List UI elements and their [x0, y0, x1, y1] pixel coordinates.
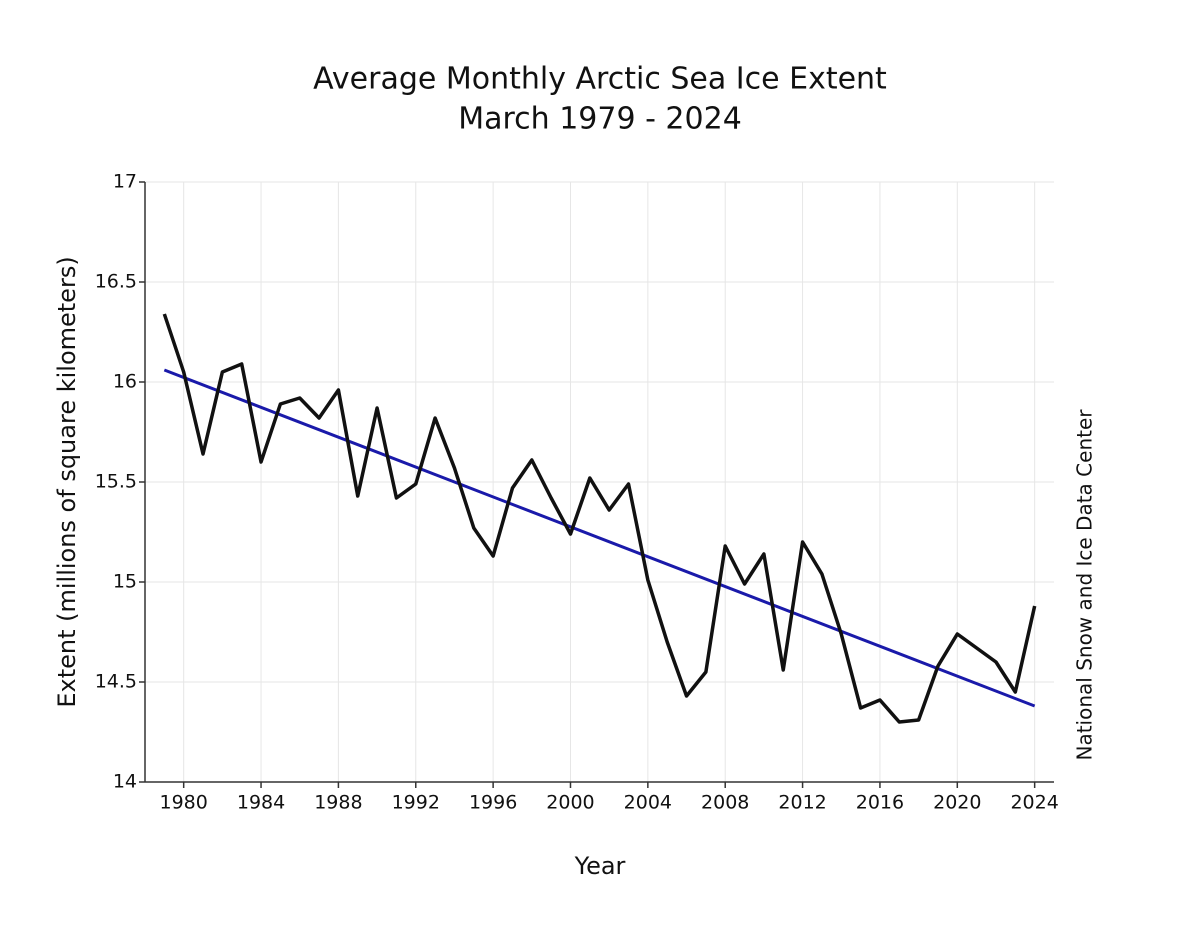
- y-tick-label: 14: [113, 771, 137, 793]
- x-tick-label: 2020: [933, 792, 981, 814]
- x-tick-label: 2012: [778, 792, 826, 814]
- y-tick-label: 15.5: [95, 471, 137, 493]
- x-tick-label: 1988: [314, 792, 362, 814]
- data-line: [162, 313, 1037, 724]
- y-tick-label: 14.5: [95, 671, 137, 693]
- y-tick-label: 17: [113, 171, 137, 193]
- trend-line: [163, 368, 1036, 708]
- x-tick-label: 2000: [546, 792, 594, 814]
- x-tick-label: 2024: [1010, 792, 1058, 814]
- x-tick-label: 1992: [392, 792, 440, 814]
- source-note: National Snow and Ice Data Center: [1073, 409, 1097, 761]
- y-axis-label: Extent (millions of square kilometers): [53, 256, 81, 707]
- y-tick-label: 16: [113, 371, 137, 393]
- x-tick-label: 2008: [701, 792, 749, 814]
- x-tick-label: 1996: [469, 792, 517, 814]
- x-tick-label: 2004: [624, 792, 672, 814]
- x-axis-label: Year: [574, 852, 626, 880]
- x-tick-label: 1984: [237, 792, 285, 814]
- y-tick-label: 15: [113, 571, 137, 593]
- chart-title: Average Monthly Arctic Sea Ice Extent: [313, 62, 887, 97]
- y-tick-label: 16.5: [95, 271, 137, 293]
- chart-subtitle: March 1979 - 2024: [458, 102, 742, 137]
- x-tick-label: 1980: [160, 792, 208, 814]
- x-tick-label: 2016: [856, 792, 904, 814]
